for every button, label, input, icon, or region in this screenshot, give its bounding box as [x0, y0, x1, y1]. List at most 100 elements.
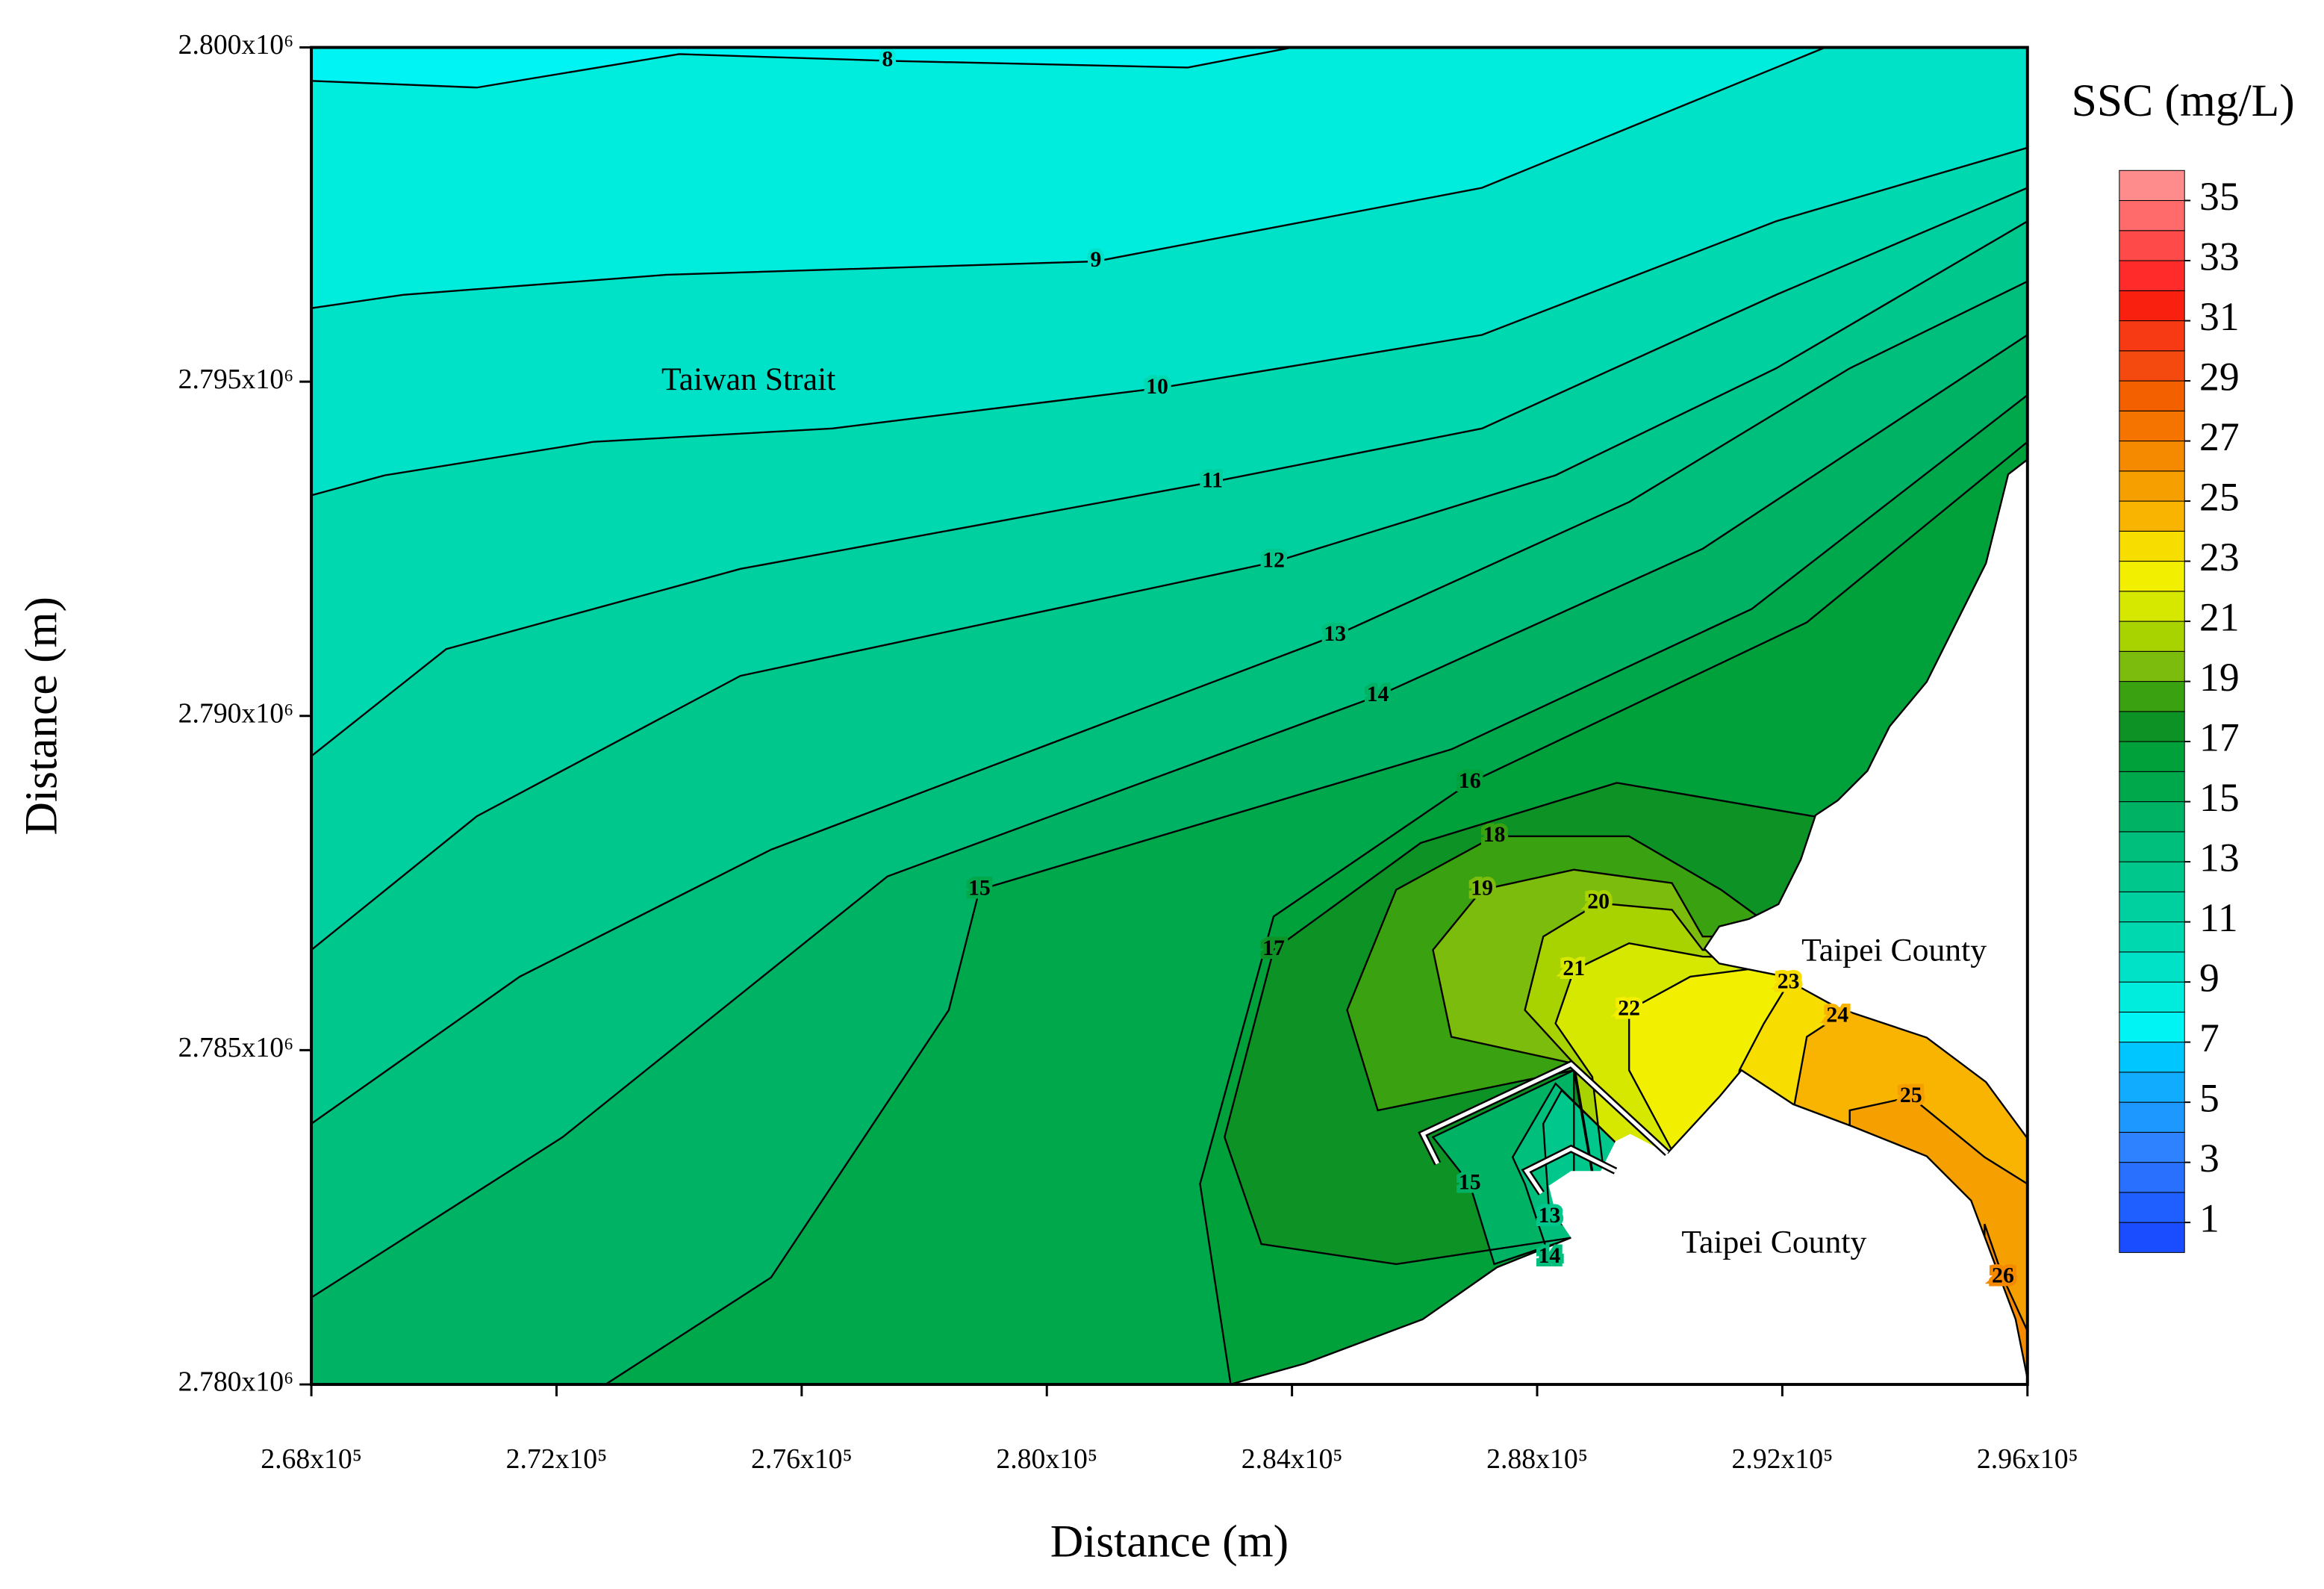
y-axis-title: Distance (m) [16, 597, 67, 835]
colorbar-band [2119, 711, 2185, 742]
contour-label: 23 [1778, 969, 1800, 994]
y-tick-label: 2.785x10⁶ [178, 1032, 294, 1063]
colorbar-band [2119, 441, 2185, 472]
colorbar-band [2119, 1192, 2185, 1223]
colorbar-band [2119, 561, 2185, 592]
colorbar-band [2119, 1222, 2185, 1253]
colorbar-tick-label: 11 [2199, 895, 2238, 940]
land-south [1230, 1070, 2028, 1385]
jetty [1524, 1146, 1617, 1195]
colorbar-band [2119, 530, 2185, 562]
contour-line [311, 46, 1292, 89]
colorbar-band [2119, 260, 2185, 291]
contour-label: 13 [1324, 621, 1346, 646]
contour-label: 19 [1471, 875, 1493, 900]
contour-line [1432, 868, 2028, 1385]
contour-label: 24 [1826, 1002, 1848, 1027]
contour-line [1524, 902, 2028, 1385]
contour-label: 15 [968, 875, 991, 900]
contour-label: 18 [1483, 822, 1506, 847]
colorbar-band [2119, 500, 2185, 532]
colorbar-band [2119, 831, 2185, 862]
colorbar-band [2119, 591, 2185, 622]
colorbar-tick-label: 21 [2199, 594, 2240, 639]
contour-label: 10 [1146, 374, 1168, 399]
contour-label: 15 [1459, 1169, 1481, 1194]
land [1230, 458, 2028, 1386]
colorbar-band [2119, 981, 2185, 1013]
colorbar-tick-label: 29 [2199, 354, 2240, 399]
colorbar-tick-label: 15 [2199, 775, 2240, 820]
x-tick-label: 2.68x10⁵ [261, 1443, 362, 1475]
colorbar-tick-label: 9 [2199, 955, 2219, 1000]
colorbar-tick-label: 1 [2199, 1195, 2219, 1240]
land-north [1704, 459, 2028, 1139]
x-tick-label: 2.92x10⁵ [1732, 1443, 1834, 1475]
x-tick-label: 2.72x10⁵ [506, 1443, 608, 1475]
y-tick-label: 2.790x10⁶ [178, 697, 294, 729]
colorbar-band [2119, 1162, 2185, 1193]
axes: 2.68x10⁵ 2.72x10⁵ 2.76x10⁵ 2.80x10⁵ 2.84x10⁵… [178, 29, 2078, 1475]
colorbar-band [2119, 410, 2185, 442]
x-tick-label: 2.76x10⁵ [751, 1443, 853, 1475]
colorbar-band [2119, 921, 2185, 953]
colorbar-band [2119, 1131, 2185, 1163]
colorbar-band [2119, 200, 2185, 231]
breakwater [1420, 1062, 1669, 1165]
colorbar-tick-label: 25 [2199, 474, 2240, 519]
contour-label: 14 [1367, 682, 1389, 706]
colorbar-band [2119, 861, 2185, 892]
contour-label: 12 [1262, 548, 1285, 573]
colorbar-band [2119, 1011, 2185, 1043]
contour-label: 20 [1587, 889, 1610, 913]
colorbar-band [2119, 650, 2185, 682]
annotation: Taipei County [1681, 1224, 1866, 1260]
x-tick-label: 2.84x10⁵ [1242, 1443, 1343, 1475]
colorbar-band [2119, 170, 2185, 202]
contour-line [311, 187, 2028, 757]
colorbar-tick-label: 33 [2199, 234, 2240, 279]
contour-label: 9 [1090, 247, 1101, 272]
contour-label: 17 [1262, 936, 1285, 960]
x-tick-label: 2.88x10⁵ [1486, 1443, 1588, 1475]
colorbar-tick-label: 17 [2199, 715, 2240, 759]
x-tick-label: 2.96x10⁵ [1977, 1443, 2078, 1475]
x-tick-label: 2.80x10⁵ [996, 1443, 1097, 1475]
contour-labels: 8 9 10 11 12 13 14 15 16 17 18 19 20 21 22 23 24 25 26 15 14… [878, 43, 2018, 1291]
colorbar-band [2119, 801, 2185, 833]
contour-label: 8 [882, 46, 893, 71]
colorbar-band [2119, 891, 2185, 923]
contour-line [311, 146, 2028, 497]
colorbar-tick-label: 5 [2199, 1075, 2219, 1120]
colorbar-band [2119, 681, 2185, 712]
contour-label: 16 [1459, 768, 1481, 793]
colorbar-tick-label: 3 [2199, 1136, 2219, 1181]
contour-label: 26 [1992, 1263, 2014, 1288]
contour-line [311, 334, 2028, 1299]
colorbar-band [2119, 290, 2185, 322]
contour-line [605, 394, 2028, 1386]
contour-line [1199, 441, 2028, 1385]
contour-line [1224, 782, 2028, 1385]
contour-label: 21 [1563, 956, 1585, 980]
colorbar-band [2119, 230, 2185, 261]
annotation: Taiwan Strait [661, 361, 835, 397]
coast-line [1230, 458, 2028, 1386]
colorbar-band [2119, 470, 2185, 502]
contour-line [1554, 942, 2028, 1385]
colorbar-band [2119, 741, 2185, 772]
contour-label: 13 [1539, 1203, 1561, 1228]
colorbar-tick-label: 7 [2199, 1016, 2219, 1060]
colorbar-band [2119, 1101, 2185, 1133]
colorbar-band [2119, 1042, 2185, 1073]
colorbar-tick-label: 23 [2199, 535, 2240, 579]
y-tick-label: 2.795x10⁶ [178, 364, 294, 395]
colorbar-tick-label: 27 [2199, 414, 2240, 459]
contour-label: 25 [1900, 1083, 1922, 1107]
colorbar-band [2119, 771, 2185, 803]
contour-label: 22 [1618, 996, 1640, 1021]
contour-line [311, 46, 1826, 309]
